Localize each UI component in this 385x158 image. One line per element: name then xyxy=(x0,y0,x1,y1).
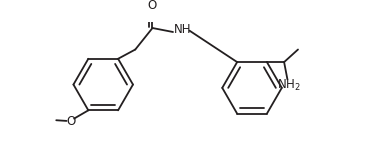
Text: NH: NH xyxy=(174,22,191,36)
Text: O: O xyxy=(148,0,157,12)
Text: O: O xyxy=(67,115,76,128)
Text: NH$_2$: NH$_2$ xyxy=(277,78,301,93)
